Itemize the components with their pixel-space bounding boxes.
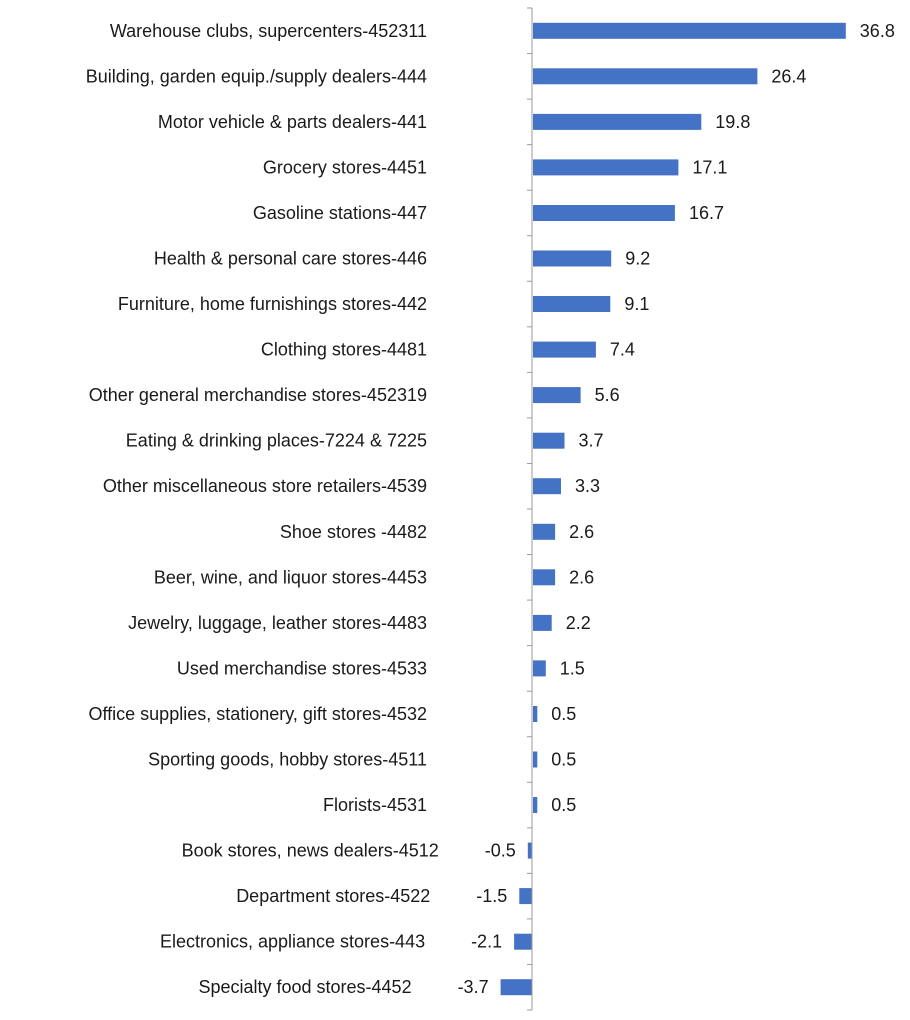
value-label: 3.3 xyxy=(575,476,600,496)
category-label: Used merchandise stores-4533 xyxy=(177,658,427,678)
category-label: Furniture, home furnishings stores-442 xyxy=(118,294,427,314)
value-label: 5.6 xyxy=(595,385,620,405)
value-label: 9.1 xyxy=(624,294,649,314)
bar xyxy=(533,751,538,768)
value-labels: 36.8 26.4 19.8 17.1 16.7 9.2 9.1 7.4 5.6 3.7 3.3 2.… xyxy=(458,21,895,997)
value-label: 3.7 xyxy=(579,431,604,451)
value-label: 2.6 xyxy=(569,522,594,542)
value-label: 9.2 xyxy=(625,249,650,269)
bar xyxy=(533,660,546,677)
value-label: 16.7 xyxy=(689,203,724,223)
bar xyxy=(533,159,679,176)
value-label: 0.5 xyxy=(551,750,576,770)
category-label: Building, garden equip./supply dealers-4… xyxy=(86,66,427,86)
bar xyxy=(527,842,533,859)
category-axis xyxy=(527,7,533,1011)
category-label: Specialty food stores-4452 xyxy=(198,977,411,997)
category-label: Office supplies, stationery, gift stores… xyxy=(88,704,427,724)
bar xyxy=(533,432,565,449)
bar xyxy=(533,569,556,586)
category-label: Health & personal care stores-446 xyxy=(154,249,427,269)
value-label: 0.5 xyxy=(551,795,576,815)
category-label: Other miscellaneous store retailers-4539 xyxy=(103,476,427,496)
bar xyxy=(533,68,758,85)
category-label: Beer, wine, and liquor stores-4453 xyxy=(154,567,427,587)
bar xyxy=(533,478,561,495)
bar xyxy=(533,523,556,540)
category-label: Jewelry, luggage, leather stores-4483 xyxy=(128,613,427,633)
bar xyxy=(519,888,533,905)
bar xyxy=(533,250,612,267)
bar xyxy=(533,113,702,130)
value-label: 26.4 xyxy=(771,66,806,86)
category-label: Book stores, news dealers-4512 xyxy=(182,841,439,861)
value-label: -0.5 xyxy=(485,841,516,861)
category-label: Electronics, appliance stores-443 xyxy=(160,932,425,952)
category-label: Florists-4531 xyxy=(323,795,427,815)
value-label: -2.1 xyxy=(471,932,502,952)
bar xyxy=(514,933,532,950)
category-label: Other general merchandise stores-452319 xyxy=(89,385,427,405)
value-label: 7.4 xyxy=(610,340,635,360)
category-label: Grocery stores-4451 xyxy=(263,157,427,177)
value-label: 19.8 xyxy=(715,112,750,132)
value-label: 2.2 xyxy=(566,613,591,633)
value-label: -1.5 xyxy=(476,886,507,906)
bar xyxy=(533,296,611,312)
bar xyxy=(533,22,846,39)
value-label: 36.8 xyxy=(860,21,895,41)
bar xyxy=(533,205,675,221)
category-labels: Warehouse clubs, supercenters-452311 Buil… xyxy=(86,21,439,997)
value-label: 2.6 xyxy=(569,567,594,587)
bars-layer xyxy=(500,22,846,996)
category-label: Sporting goods, hobby stores-4511 xyxy=(148,750,427,770)
category-label: Shoe stores -4482 xyxy=(280,522,427,542)
bar xyxy=(533,797,538,813)
bar xyxy=(533,614,552,631)
value-label: 17.1 xyxy=(692,157,727,177)
bar xyxy=(500,979,533,996)
category-label: Motor vehicle & parts dealers-441 xyxy=(158,112,427,132)
bar xyxy=(533,706,538,722)
bar xyxy=(533,341,596,358)
value-label: -3.7 xyxy=(458,977,489,997)
value-label: 1.5 xyxy=(560,658,585,678)
value-label: 0.5 xyxy=(551,704,576,724)
category-label: Warehouse clubs, supercenters-452311 xyxy=(110,21,427,41)
category-label: Eating & drinking places-7224 & 7225 xyxy=(126,431,427,451)
category-label: Gasoline stations-447 xyxy=(253,203,427,223)
category-label: Department stores-4522 xyxy=(236,886,430,906)
category-label: Clothing stores-4481 xyxy=(261,340,427,360)
bar xyxy=(533,387,581,404)
